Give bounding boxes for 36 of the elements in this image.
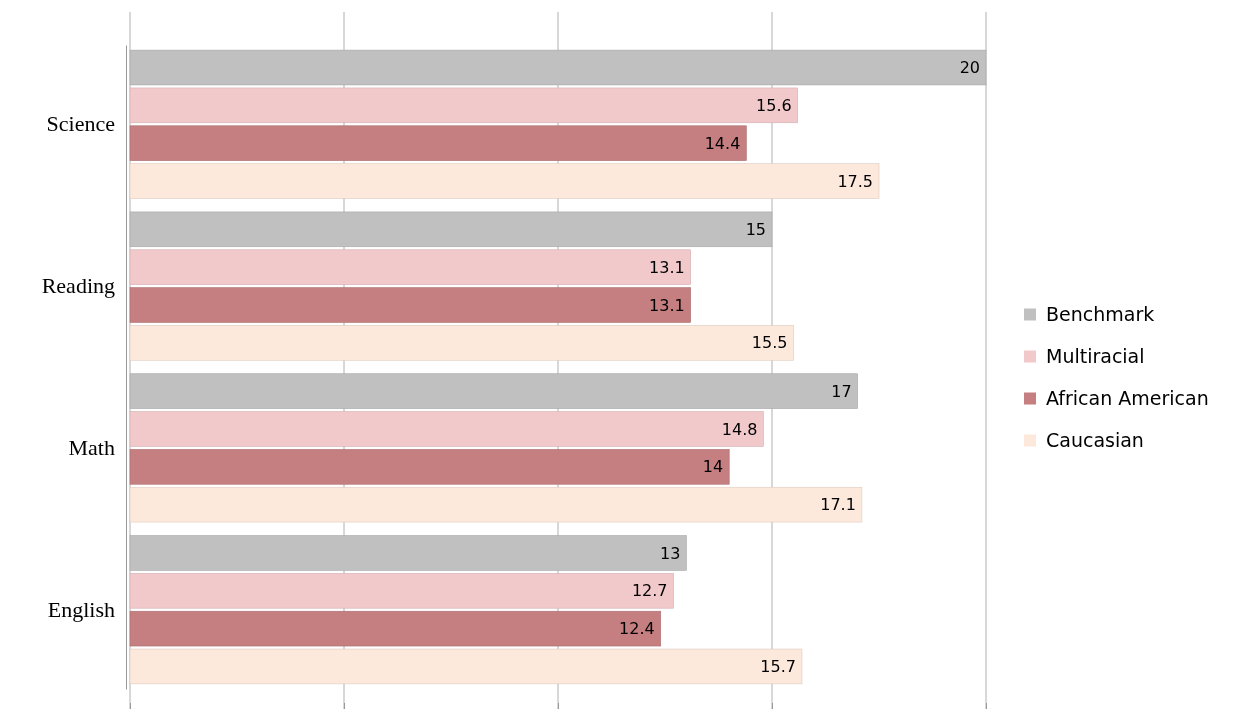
bar (129, 163, 880, 199)
data-label: 17.5 (837, 171, 873, 191)
bar (129, 573, 674, 609)
data-label: 14.8 (721, 419, 758, 439)
bar (129, 610, 662, 647)
bar (129, 411, 764, 447)
y-tick-label: Reading (41, 273, 115, 299)
y-tick-label: Science (46, 111, 115, 137)
y-tick-label: English (47, 596, 115, 622)
bar (129, 249, 691, 285)
y-tick-label: Math (68, 434, 115, 460)
data-label: 13.1 (649, 295, 685, 315)
bar (129, 87, 798, 124)
data-label: 15.6 (756, 95, 792, 115)
data-label: 17 (831, 381, 852, 401)
legend-label: Caucasian (1046, 429, 1144, 452)
legend-label: African American (1046, 387, 1209, 410)
bar (129, 125, 747, 161)
legend-label: Multiracial (1046, 345, 1145, 368)
data-label: 15 (745, 219, 766, 239)
bar (129, 287, 691, 323)
data-label: 13 (660, 543, 681, 563)
data-label: 12.7 (631, 581, 668, 601)
data-label: 13.1 (649, 257, 685, 277)
bar (129, 449, 730, 485)
data-label: 20 (959, 58, 980, 78)
data-label: 12.4 (619, 619, 655, 639)
bar (129, 486, 863, 523)
data-label: 14 (702, 457, 724, 477)
bar (129, 648, 803, 685)
data-label: 15.5 (751, 333, 788, 353)
data-label: 15.7 (760, 657, 796, 677)
data-label: 17.1 (820, 495, 856, 515)
bar (129, 325, 794, 361)
legend-label: Benchmark (1046, 303, 1155, 326)
data-label: 14.4 (704, 133, 741, 153)
